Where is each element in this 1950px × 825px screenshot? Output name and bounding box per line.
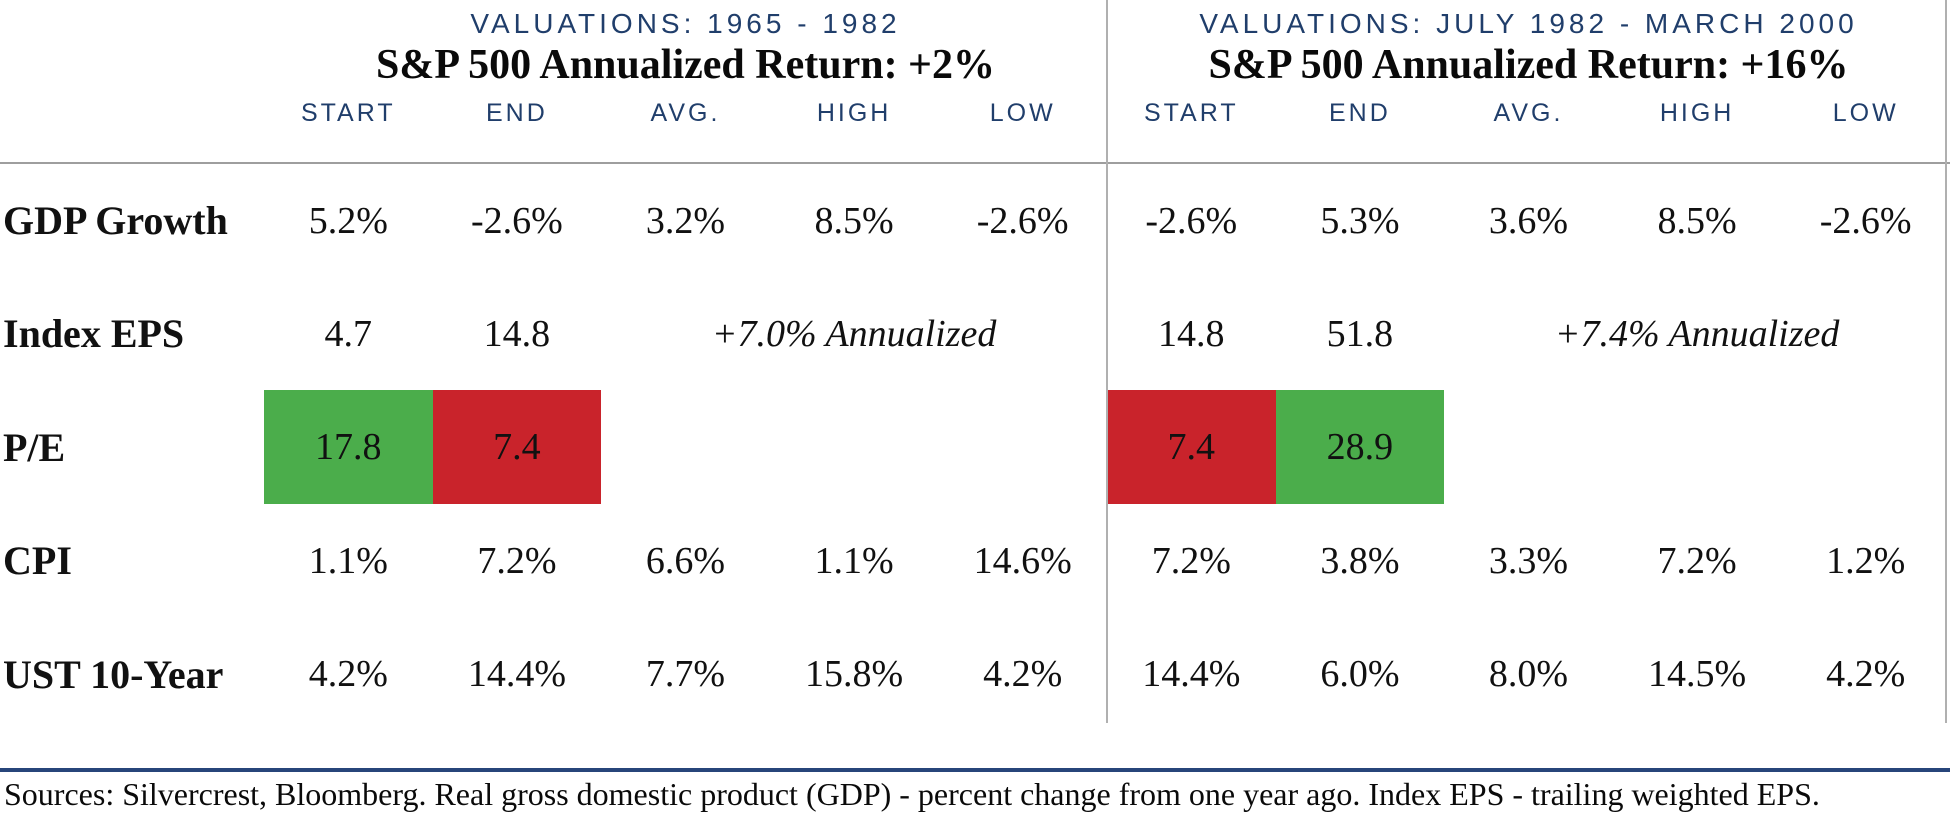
pe-left-avg — [601, 390, 770, 504]
left-panel-header: VALUATIONS: 1965 - 1982 S&P 500 Annualiz… — [264, 6, 1107, 88]
pe-left-end-red-cell: 7.4 — [432, 390, 602, 504]
ust-right-avg: 8.0% — [1488, 653, 1569, 695]
col-header-right-avg: AVG. — [1493, 98, 1564, 127]
row-label-gdp-growth: GDP Growth — [3, 198, 228, 243]
pe-right-start-red-cell: 7.4 — [1107, 390, 1276, 504]
right-panel-subtitle: S&P 500 Annualized Return: +16% — [1208, 42, 1849, 88]
right-panel-title: VALUATIONS: JULY 1982 - MARCH 2000 — [1199, 8, 1858, 39]
pe-left-start-green-cell: 17.8 — [264, 390, 433, 504]
gdp-left-start: 5.2% — [308, 199, 388, 242]
gdp-left-high: 8.5% — [814, 199, 894, 242]
table-row-ust-10-year: UST 10-Year 4.2% 14.4% 7.7% 15.8% 4.2% 1… — [0, 617, 1950, 731]
footer-rule — [0, 768, 1950, 772]
col-header-right-high: HIGH — [1659, 98, 1735, 127]
pe-left-high — [770, 390, 939, 504]
col-header-right-low: LOW — [1832, 98, 1899, 127]
eps-left-start: 4.7 — [324, 312, 373, 355]
gdp-right-low: -2.6% — [1819, 199, 1912, 242]
cpi-left-low: 14.6% — [973, 539, 1072, 582]
cpi-left-start: 1.1% — [308, 539, 388, 582]
ust-right-start: 14.4% — [1142, 653, 1241, 695]
gdp-left-avg: 3.2% — [645, 199, 726, 242]
table-row-cpi: CPI 1.1% 7.2% 6.6% 1.1% 14.6% 7.2% 3.8% … — [0, 504, 1950, 617]
gdp-left-end: -2.6% — [470, 199, 563, 242]
cpi-right-low: 1.2% — [1826, 539, 1906, 582]
cpi-left-avg: 6.6% — [645, 539, 726, 582]
cpi-right-start: 7.2% — [1151, 539, 1231, 582]
eps-right-end: 51.8 — [1326, 312, 1394, 355]
col-header-left-start: START — [300, 98, 396, 127]
table-row-index-eps: Index EPS 4.7 14.8 +7.0% Annualized 14.8… — [0, 277, 1950, 390]
table-row-pe: P/E 17.8 7.4 7.4 28.9 — [0, 390, 1950, 504]
col-header-right-end: END — [1328, 98, 1391, 127]
gdp-right-high: 8.5% — [1657, 199, 1737, 242]
row-label-pe: P/E — [3, 424, 66, 470]
col-header-left-low: LOW — [989, 98, 1056, 127]
ust-left-low: 4.2% — [983, 653, 1063, 695]
right-panel-header: VALUATIONS: JULY 1982 - MARCH 2000 S&P 5… — [1107, 6, 1950, 88]
cpi-left-high: 1.1% — [814, 539, 894, 582]
pe-right-high — [1613, 390, 1782, 504]
ust-left-avg: 7.7% — [645, 653, 726, 695]
sources-note: Sources: Silvercrest, Bloomberg. Real gr… — [4, 776, 1820, 812]
col-header-spacer — [0, 86, 264, 140]
eps-right-start: 14.8 — [1158, 312, 1225, 355]
ust-right-end: 6.0% — [1320, 653, 1400, 695]
cpi-left-end: 7.2% — [477, 539, 557, 582]
ust-right-high: 14.5% — [1648, 653, 1747, 695]
gdp-right-end: 5.3% — [1320, 199, 1400, 242]
column-header-row: START END AVG. HIGH LOW START END AVG. H… — [0, 86, 1950, 140]
cpi-right-end: 3.8% — [1320, 539, 1400, 582]
pe-left-low — [938, 390, 1107, 504]
table-row-gdp-growth: GDP Growth 5.2% -2.6% 3.2% 8.5% -2.6% -2… — [0, 164, 1950, 277]
row-label-index-eps: Index EPS — [3, 311, 185, 356]
col-header-left-high: HIGH — [816, 98, 892, 127]
gdp-right-avg: 3.6% — [1488, 199, 1569, 242]
header-divider-rule — [0, 162, 1950, 164]
cpi-right-avg: 3.3% — [1488, 539, 1569, 582]
ust-left-start: 4.2% — [308, 653, 388, 695]
eps-left-end: 14.8 — [483, 312, 551, 355]
eps-left-annualized-note: +7.0% Annualized — [711, 312, 997, 355]
ust-left-end: 14.4% — [467, 653, 566, 695]
left-panel-subtitle: S&P 500 Annualized Return: +2% — [376, 42, 995, 88]
panel-divider-line — [1106, 0, 1108, 723]
col-header-left-avg: AVG. — [650, 98, 721, 127]
cpi-right-high: 7.2% — [1657, 539, 1737, 582]
gdp-right-start: -2.6% — [1145, 199, 1238, 242]
pe-right-low — [1781, 390, 1950, 504]
ust-right-low: 4.2% — [1826, 653, 1906, 695]
right-edge-line — [1945, 0, 1947, 723]
col-header-right-start: START — [1143, 98, 1239, 127]
pe-right-avg — [1444, 390, 1613, 504]
pe-right-end-green-cell: 28.9 — [1275, 390, 1445, 504]
row-label-cpi: CPI — [3, 538, 72, 583]
row-label-ust-10-year: UST 10-Year — [3, 651, 224, 697]
eps-right-annualized-note: +7.4% Annualized — [1554, 312, 1840, 355]
ust-left-high: 15.8% — [805, 653, 904, 695]
left-panel-title: VALUATIONS: 1965 - 1982 — [470, 8, 901, 39]
gdp-left-low: -2.6% — [976, 199, 1069, 242]
col-header-left-end: END — [485, 98, 548, 127]
